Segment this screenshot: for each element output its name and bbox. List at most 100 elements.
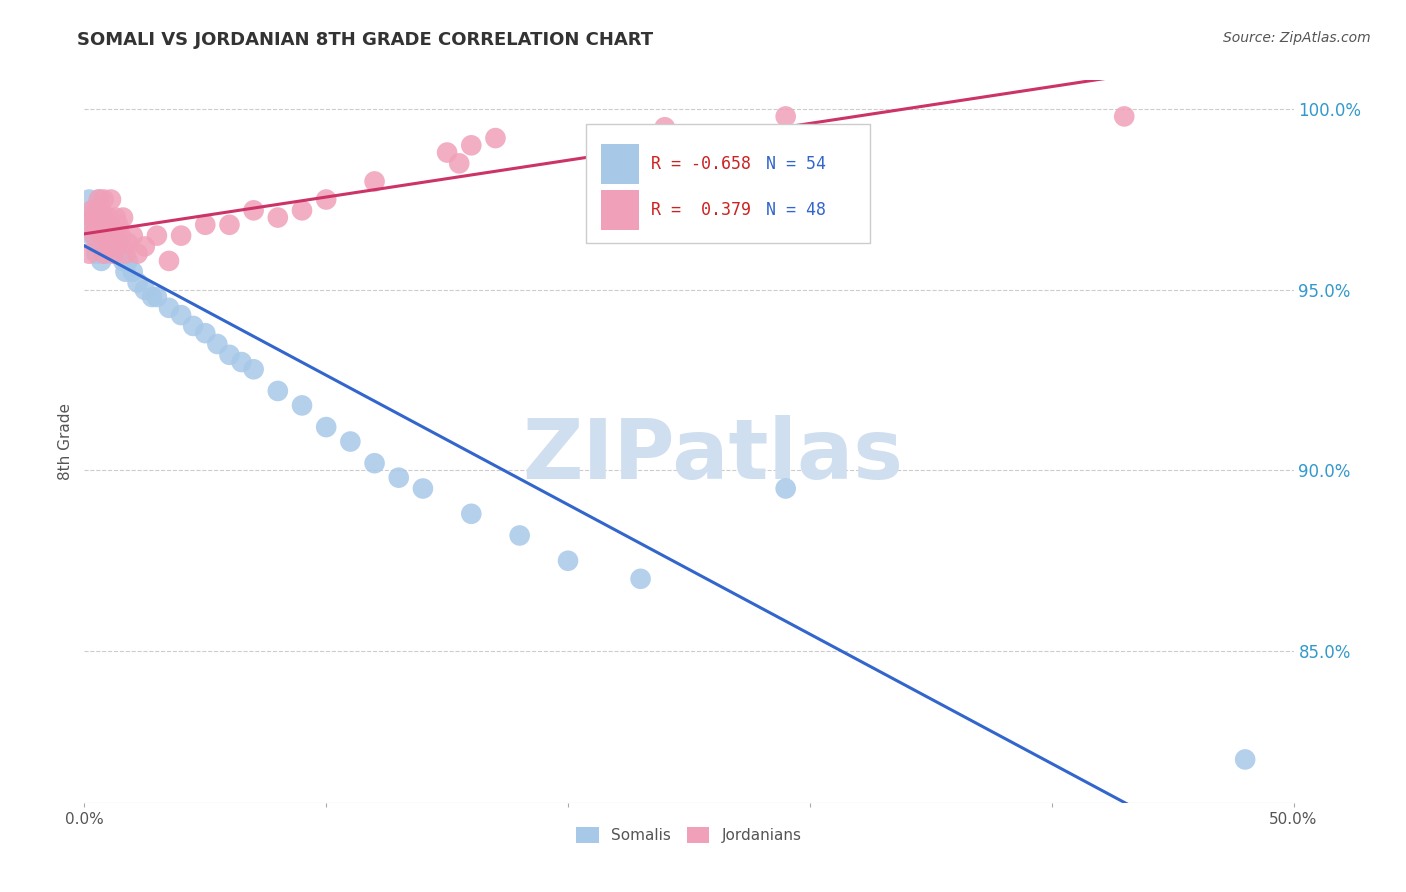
Point xyxy=(291,203,314,218)
Point xyxy=(107,235,129,250)
Point xyxy=(94,246,117,260)
FancyBboxPatch shape xyxy=(586,124,870,243)
Point xyxy=(146,228,169,243)
Point xyxy=(484,131,506,145)
Point xyxy=(100,218,122,232)
Point xyxy=(80,211,103,225)
Point xyxy=(110,246,132,260)
Point xyxy=(181,318,204,333)
Point xyxy=(146,290,169,304)
Point xyxy=(93,235,115,250)
Point xyxy=(127,276,149,290)
Text: N = 54: N = 54 xyxy=(766,154,827,173)
Point xyxy=(654,120,676,135)
Text: N = 48: N = 48 xyxy=(766,201,827,219)
Point xyxy=(112,254,135,268)
Point xyxy=(1114,109,1136,123)
Point xyxy=(83,228,105,243)
Text: Source: ZipAtlas.com: Source: ZipAtlas.com xyxy=(1223,31,1371,45)
Point xyxy=(107,218,129,232)
Point xyxy=(97,235,120,250)
Point xyxy=(170,308,193,322)
Point xyxy=(218,348,240,362)
Y-axis label: 8th Grade: 8th Grade xyxy=(58,403,73,480)
Point xyxy=(630,572,652,586)
Point xyxy=(315,193,337,207)
Point xyxy=(103,246,125,260)
Point xyxy=(97,239,120,253)
Point xyxy=(170,228,193,243)
Point xyxy=(86,228,108,243)
Point xyxy=(87,239,110,253)
Point xyxy=(93,246,115,260)
Point xyxy=(77,193,100,207)
Point xyxy=(231,355,253,369)
Point xyxy=(157,254,180,268)
Point xyxy=(86,218,108,232)
Point xyxy=(104,211,127,225)
Point xyxy=(110,228,132,243)
Point xyxy=(94,221,117,235)
Point xyxy=(93,211,115,225)
Point xyxy=(134,283,156,297)
Point xyxy=(157,301,180,315)
Point xyxy=(112,211,135,225)
Point xyxy=(127,246,149,260)
Text: SOMALI VS JORDANIAN 8TH GRADE CORRELATION CHART: SOMALI VS JORDANIAN 8TH GRADE CORRELATIO… xyxy=(77,31,654,49)
FancyBboxPatch shape xyxy=(600,190,640,230)
Point xyxy=(121,265,143,279)
Point xyxy=(87,218,110,232)
Point xyxy=(90,228,112,243)
Point xyxy=(77,246,100,260)
Point xyxy=(87,193,110,207)
Point xyxy=(90,211,112,225)
Point xyxy=(94,218,117,232)
Text: R =  0.379: R = 0.379 xyxy=(651,201,751,219)
Point xyxy=(339,434,361,449)
Point xyxy=(103,228,125,243)
Point xyxy=(775,109,797,123)
FancyBboxPatch shape xyxy=(600,144,640,184)
Point xyxy=(80,203,103,218)
Point xyxy=(97,218,120,232)
Point xyxy=(775,482,797,496)
Point xyxy=(100,228,122,243)
Point xyxy=(117,235,139,250)
Point xyxy=(90,228,112,243)
Point xyxy=(80,218,103,232)
Point xyxy=(363,456,385,470)
Point xyxy=(86,246,108,260)
Point xyxy=(87,193,110,207)
Point xyxy=(100,193,122,207)
Point xyxy=(460,507,482,521)
Point xyxy=(117,254,139,268)
Point xyxy=(121,228,143,243)
Point xyxy=(141,290,163,304)
Text: R = -0.658: R = -0.658 xyxy=(651,154,751,173)
Point xyxy=(291,399,314,413)
Point xyxy=(460,138,482,153)
Point xyxy=(80,228,103,243)
Text: ZIPatlas: ZIPatlas xyxy=(523,416,904,497)
Point xyxy=(242,203,264,218)
Point xyxy=(436,145,458,160)
Point xyxy=(86,200,108,214)
Point xyxy=(90,254,112,268)
Point xyxy=(83,218,105,232)
Point xyxy=(207,337,229,351)
Point xyxy=(114,265,136,279)
Point xyxy=(134,239,156,253)
Legend: Somalis, Jordanians: Somalis, Jordanians xyxy=(569,822,808,849)
Point xyxy=(267,384,290,398)
Point xyxy=(557,554,579,568)
Point xyxy=(94,228,117,243)
Point xyxy=(104,228,127,243)
Point xyxy=(97,211,120,225)
Point xyxy=(90,203,112,218)
Point xyxy=(449,156,471,170)
Point xyxy=(315,420,337,434)
Point xyxy=(242,362,264,376)
Point xyxy=(388,471,411,485)
Point xyxy=(93,193,115,207)
Point xyxy=(412,482,434,496)
